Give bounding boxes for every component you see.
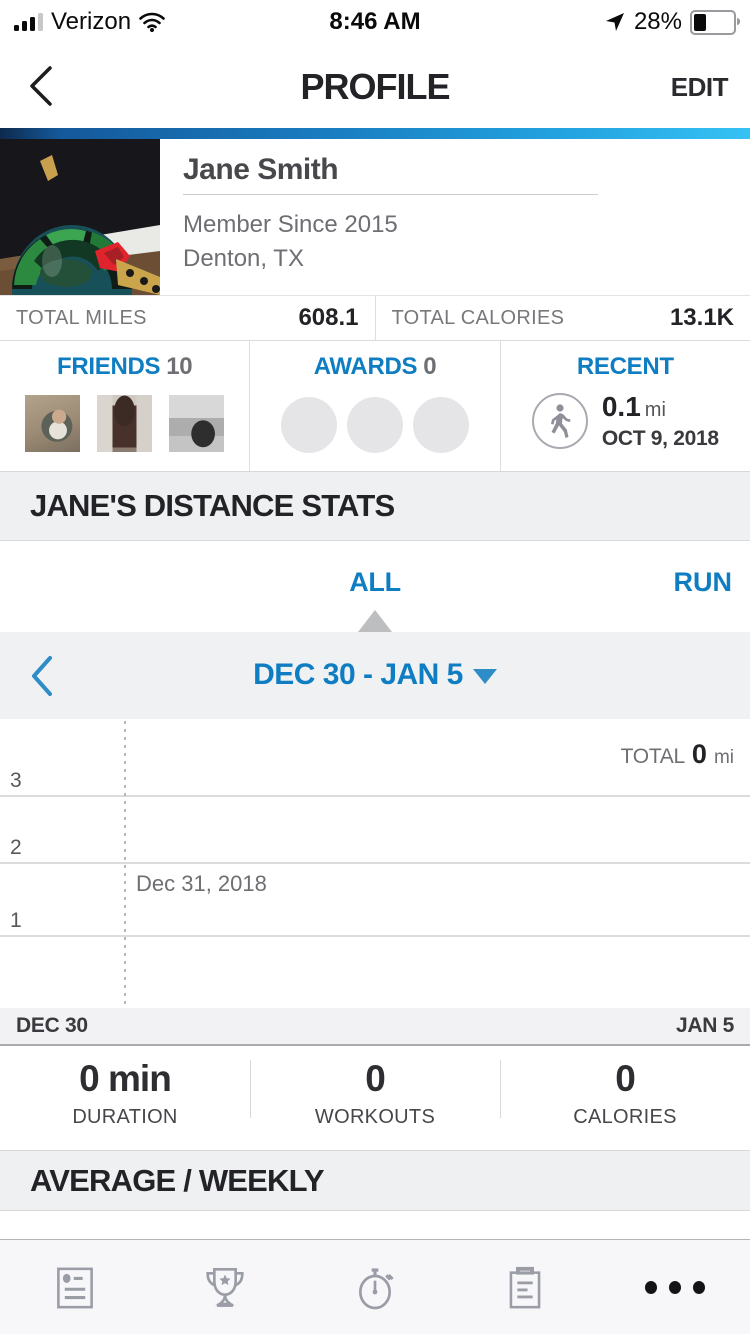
clock: 8:46 AM — [329, 8, 421, 35]
prev-week-chevron-icon[interactable] — [26, 654, 58, 698]
recent-label[interactable]: RECENT — [576, 353, 674, 380]
avatar[interactable] — [0, 139, 160, 295]
friend-avatar[interactable] — [97, 395, 153, 452]
distance-stats-title: JANE'S DISTANCE STATS — [30, 488, 395, 523]
gridline — [0, 935, 750, 937]
average-weekly-title: AVERAGE / WEEKLY — [30, 1162, 325, 1198]
date-range-label: DEC 30 - JAN 5 — [253, 658, 463, 691]
trophy-icon — [206, 1267, 244, 1307]
calories-label: CALORIES — [573, 1106, 677, 1128]
week-summary-row: 0 min DURATION 0 WORKOUTS 0 CALORIES — [0, 1046, 750, 1150]
today-marker-line — [124, 721, 126, 1005]
award-placeholder — [412, 397, 469, 453]
brand-gradient-bar — [0, 128, 750, 139]
friends-count: 10 — [166, 353, 193, 380]
status-bar: Verizon 8:46 AM 28% — [0, 0, 750, 44]
total-calories-cell: TOTAL CALORIES 13.1K — [376, 296, 750, 340]
average-weekly-header: AVERAGE / WEEKLY — [0, 1150, 750, 1211]
friend-avatar[interactable] — [169, 395, 225, 452]
wifi-icon — [139, 12, 165, 32]
workouts-stat: 0 WORKOUTS — [250, 1046, 500, 1150]
nav-bar: PROFILE EDIT — [0, 44, 750, 128]
gridline — [0, 795, 750, 797]
x-axis-start-label: DEC 30 — [16, 1014, 88, 1037]
ellipsis-icon — [645, 1281, 705, 1294]
friend-avatar[interactable] — [25, 395, 81, 452]
y-axis-tick: 2 — [10, 836, 22, 859]
total-miles-value: 608.1 — [298, 304, 359, 331]
y-axis-tick: 1 — [10, 909, 22, 932]
location-label: Denton, TX — [183, 245, 304, 272]
y-axis-tick: 3 — [10, 769, 22, 792]
carrier-label: Verizon — [51, 8, 132, 35]
duration-value: 0 min — [79, 1058, 172, 1099]
activity-tabs: ALL RUN — [0, 541, 750, 632]
award-placeholder — [280, 397, 337, 453]
award-placeholder — [346, 397, 403, 453]
cell-signal-icon — [14, 13, 43, 31]
profile-card: Jane Smith Member Since 2015 Denton, TX — [0, 139, 750, 295]
battery-icon — [690, 9, 740, 35]
tab-run[interactable]: RUN — [673, 567, 733, 597]
tab-all[interactable]: ALL — [349, 567, 401, 597]
date-range-dropdown[interactable]: DEC 30 - JAN 5 — [0, 658, 750, 692]
date-range-nav: DEC 30 - JAN 5 — [0, 632, 750, 720]
stopwatch-icon — [359, 1267, 394, 1309]
bottom-tab-bar — [0, 1239, 750, 1334]
workouts-label: WORKOUTS — [314, 1106, 436, 1128]
divider — [183, 194, 598, 195]
tab-workout[interactable] — [300, 1240, 450, 1334]
location-arrow-icon — [605, 13, 624, 31]
distance-stats-header: JANE'S DISTANCE STATS — [0, 471, 750, 541]
back-chevron-icon[interactable] — [24, 64, 60, 108]
duration-stat: 0 min DURATION — [0, 1046, 250, 1150]
awards-label[interactable]: AWARDS — [313, 353, 418, 380]
x-axis-end-label: JAN 5 — [675, 1014, 734, 1037]
tab-plans[interactable] — [450, 1240, 600, 1334]
member-since-label: Member Since 2015 — [183, 211, 398, 238]
walk-activity-icon — [531, 393, 588, 449]
tab-challenges[interactable] — [150, 1240, 300, 1334]
duration-label: DURATION — [72, 1106, 178, 1128]
awards-count: 0 — [423, 353, 437, 380]
tab-feed[interactable] — [0, 1240, 150, 1334]
divider — [250, 1060, 251, 1118]
edit-button[interactable]: EDIT — [670, 72, 729, 102]
total-calories-label: TOTAL CALORIES — [391, 306, 565, 329]
chart-annotation: Dec 31, 2018 — [136, 871, 267, 896]
totals-row: TOTAL MILES 608.1 TOTAL CALORIES 13.1K — [0, 295, 750, 341]
awards-section[interactable]: AWARDS 0 — [249, 341, 499, 471]
gridline — [0, 862, 750, 864]
total-miles-cell: TOTAL MILES 608.1 — [0, 296, 376, 340]
divider — [500, 1060, 501, 1118]
clipboard-icon — [509, 1266, 541, 1308]
recent-distance-unit: mi — [644, 399, 666, 421]
chart-total-label: TOTAL — [620, 745, 686, 768]
recent-date: OCT 9, 2018 — [601, 427, 719, 450]
calories-value: 0 — [615, 1058, 636, 1099]
friends-label[interactable]: FRIENDS — [56, 353, 161, 380]
page-title: PROFILE — [300, 66, 450, 107]
friends-section[interactable]: FRIENDS 10 — [0, 341, 249, 471]
chart-total-value: 0 — [691, 739, 707, 769]
recent-section[interactable]: RECENT 0.1 mi OCT 9, 2018 — [499, 341, 750, 471]
feed-icon — [57, 1267, 93, 1308]
total-miles-label: TOTAL MILES — [16, 306, 147, 329]
recent-distance-value: 0.1 — [601, 391, 641, 422]
chart-total: TOTAL 0 mi — [621, 739, 734, 770]
chart-x-axis: DEC 30 JAN 5 — [0, 1008, 750, 1046]
workouts-value: 0 — [365, 1058, 386, 1099]
user-name: Jane Smith — [183, 153, 339, 186]
distance-chart: TOTAL 0 mi 3 2 1 Dec 31, 2018 — [0, 719, 750, 1008]
calories-stat: 0 CALORIES — [500, 1046, 750, 1150]
selected-tab-caret-icon — [358, 610, 392, 632]
total-calories-value: 13.1K — [669, 304, 734, 331]
chart-total-unit: mi — [713, 747, 734, 768]
tab-more[interactable] — [600, 1240, 750, 1334]
dropdown-caret-icon — [472, 669, 497, 684]
social-row: FRIENDS 10 AWARDS 0 RECENT — [0, 341, 750, 471]
battery-percent-label: 28% — [633, 8, 682, 35]
